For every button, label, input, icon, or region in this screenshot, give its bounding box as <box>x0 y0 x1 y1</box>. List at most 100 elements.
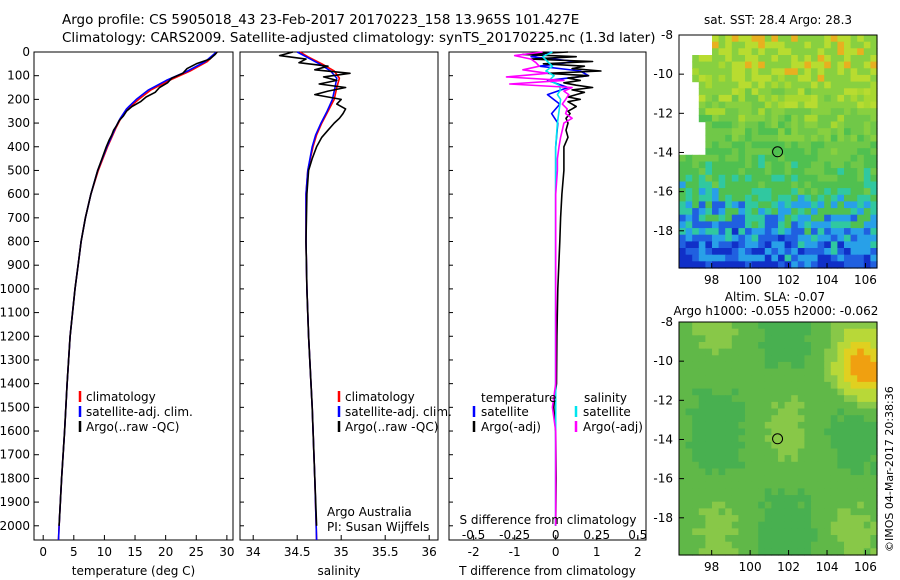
map-cell <box>817 481 825 490</box>
map-cell <box>863 495 871 503</box>
map-cell <box>830 501 838 509</box>
map-cell <box>837 415 845 423</box>
map-cell <box>679 322 687 330</box>
map-cell <box>804 154 812 163</box>
map-cell <box>784 441 792 450</box>
map-cell <box>751 221 759 229</box>
map-cell <box>844 174 852 183</box>
map-cell <box>830 134 838 143</box>
map-cell <box>698 541 706 549</box>
map-cell <box>791 81 799 89</box>
map-cell <box>731 228 739 236</box>
map-cell <box>685 535 693 543</box>
map-cell <box>837 448 845 456</box>
map-cell <box>751 368 759 376</box>
map-cell <box>863 488 871 496</box>
map-cell <box>824 375 832 383</box>
map-cell <box>698 488 706 496</box>
map-cell <box>679 161 687 169</box>
map-cell <box>731 88 739 96</box>
map-cell <box>738 468 746 476</box>
map-cell <box>731 322 739 330</box>
map-cell <box>784 101 792 109</box>
map-cell <box>850 355 858 363</box>
map-cell <box>764 388 772 396</box>
map-cell <box>784 208 792 216</box>
map-cell <box>817 168 825 176</box>
map-cell <box>718 108 726 116</box>
map-cell <box>824 101 832 109</box>
map-cell <box>791 61 799 69</box>
map-cell <box>778 448 786 456</box>
map-cell <box>863 468 871 476</box>
map-cell <box>692 455 700 463</box>
map-cell <box>870 488 878 496</box>
map-cell <box>844 121 852 129</box>
map-cell <box>725 35 733 43</box>
map-cell <box>784 401 792 410</box>
map-cell <box>837 335 845 343</box>
map-cell <box>771 134 779 143</box>
map-cell <box>738 221 746 229</box>
map-cell <box>738 528 746 536</box>
map-cell <box>791 94 799 103</box>
map-cell <box>731 381 739 390</box>
map-cell <box>705 521 713 529</box>
map-cell <box>698 408 706 416</box>
map-cell <box>685 548 693 556</box>
map-cell <box>791 508 799 516</box>
map-cell <box>698 415 706 423</box>
map-cell <box>725 348 733 356</box>
map-cell <box>830 322 838 330</box>
map-cell <box>778 81 786 89</box>
map-cell <box>857 234 865 242</box>
map-cell <box>791 455 799 463</box>
map-cell <box>712 114 720 123</box>
map-cell <box>692 448 700 456</box>
map-cell <box>784 495 792 503</box>
map-cell <box>718 194 726 203</box>
map-cell <box>804 508 812 516</box>
map-cell <box>738 68 746 76</box>
map-cell <box>817 108 825 116</box>
map-cell <box>850 35 858 43</box>
map-cell <box>745 342 753 350</box>
map-cell <box>705 74 713 83</box>
map-y-tick-label: -16 <box>653 185 673 199</box>
map-cell <box>844 415 852 423</box>
map-cell <box>791 134 799 143</box>
map-cell <box>745 448 753 456</box>
map-cell <box>824 214 832 222</box>
map-cell <box>764 194 772 203</box>
map-cell <box>758 181 766 189</box>
map-cell <box>784 481 792 490</box>
map-cell <box>731 508 739 516</box>
map-cell <box>685 168 693 176</box>
map-cell <box>685 461 693 470</box>
map-cell <box>797 508 805 516</box>
map-cell <box>731 101 739 109</box>
map-cell <box>804 455 812 463</box>
map-cell <box>797 488 805 496</box>
map-cell <box>817 415 825 423</box>
map-cell <box>745 435 753 443</box>
map-cell <box>844 201 852 209</box>
map-cell <box>850 361 858 370</box>
map-cell <box>751 395 759 403</box>
map-cell <box>857 181 865 189</box>
map-cell <box>791 342 799 350</box>
map-cell <box>705 381 713 390</box>
map-cell <box>804 234 812 242</box>
map-x-tick-label: 100 <box>739 560 762 574</box>
map-cell <box>764 74 772 83</box>
map-cell <box>837 141 845 149</box>
map-cell <box>758 221 766 229</box>
map-cell <box>811 335 819 343</box>
map-cell <box>771 521 779 529</box>
top-axis-label: S difference from climatology <box>460 513 637 527</box>
map-cell <box>778 495 786 503</box>
map-cell <box>738 548 746 556</box>
map-cell <box>692 342 700 350</box>
map-cell <box>751 128 759 136</box>
map-cell <box>692 468 700 476</box>
